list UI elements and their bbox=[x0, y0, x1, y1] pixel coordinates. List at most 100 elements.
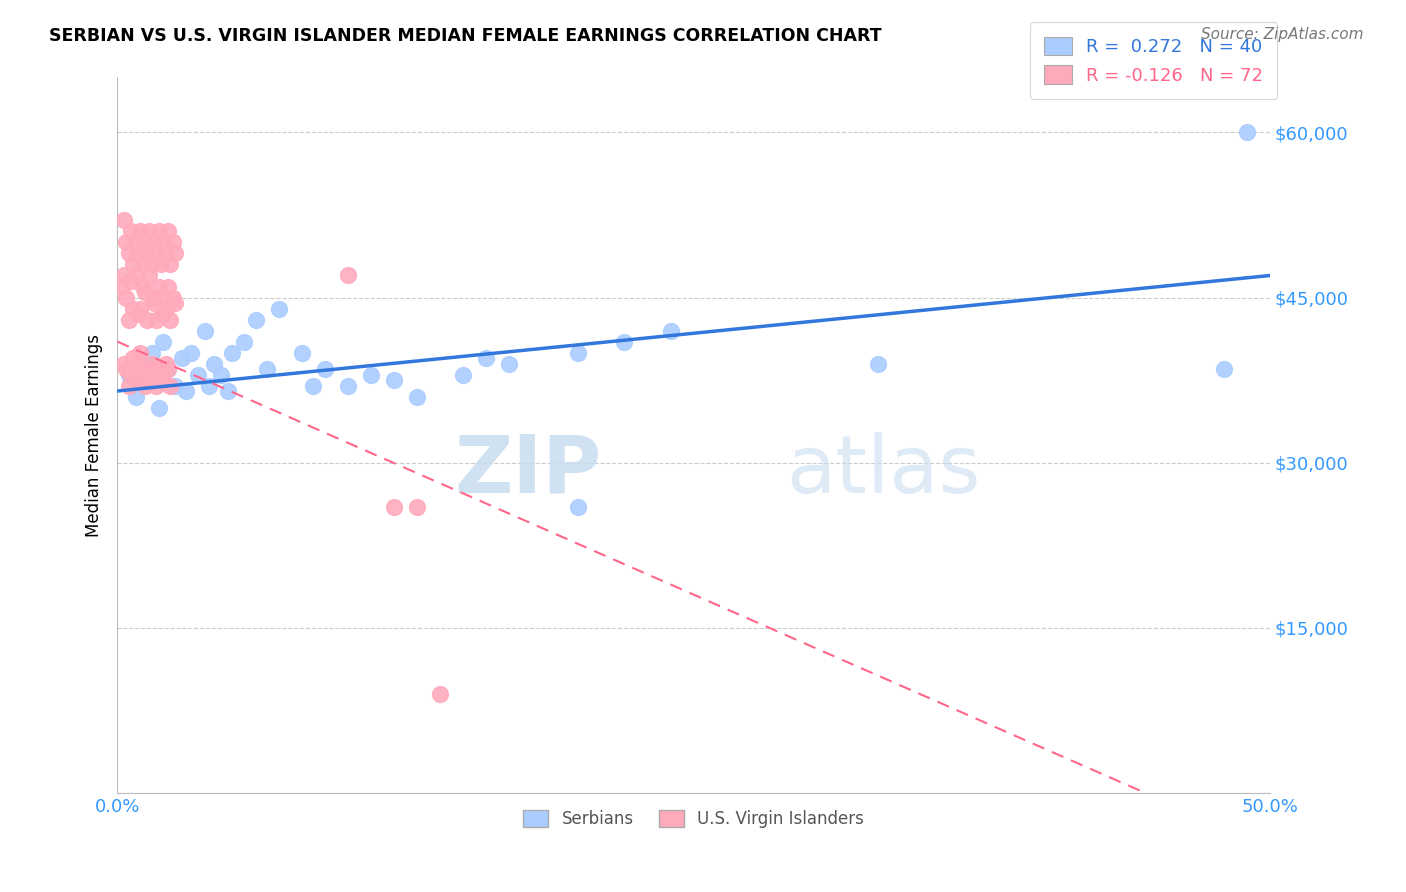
Point bbox=[163, 378, 186, 392]
Point bbox=[138, 373, 160, 387]
Point bbox=[127, 307, 149, 321]
Point bbox=[131, 258, 153, 272]
Point bbox=[209, 368, 232, 382]
Point bbox=[163, 296, 186, 310]
Point bbox=[202, 357, 225, 371]
Point bbox=[111, 279, 134, 293]
Point bbox=[148, 401, 170, 415]
Point bbox=[155, 246, 177, 260]
Point bbox=[129, 301, 152, 316]
Point bbox=[159, 258, 181, 272]
Point bbox=[115, 235, 138, 250]
Point bbox=[118, 246, 141, 260]
Point bbox=[118, 368, 141, 382]
Point bbox=[122, 351, 145, 365]
Point bbox=[136, 312, 159, 326]
Point bbox=[148, 225, 170, 239]
Point bbox=[451, 368, 474, 382]
Point bbox=[217, 384, 239, 398]
Point bbox=[155, 357, 177, 371]
Y-axis label: Median Female Earnings: Median Female Earnings bbox=[86, 334, 103, 537]
Point bbox=[152, 334, 174, 349]
Point bbox=[176, 384, 198, 398]
Point bbox=[170, 351, 193, 365]
Point bbox=[187, 368, 209, 382]
Point bbox=[129, 373, 152, 387]
Point bbox=[145, 378, 167, 392]
Point bbox=[360, 368, 382, 382]
Point bbox=[180, 345, 202, 359]
Point bbox=[148, 279, 170, 293]
Point bbox=[659, 324, 682, 338]
Point bbox=[429, 687, 451, 701]
Point bbox=[162, 235, 184, 250]
Point bbox=[122, 301, 145, 316]
Point bbox=[866, 357, 889, 371]
Point bbox=[152, 307, 174, 321]
Point bbox=[382, 373, 405, 387]
Point bbox=[136, 368, 159, 382]
Point bbox=[314, 362, 336, 376]
Point bbox=[613, 334, 636, 349]
Text: atlas: atlas bbox=[786, 432, 980, 510]
Point bbox=[152, 373, 174, 387]
Point bbox=[267, 301, 290, 316]
Text: ZIP: ZIP bbox=[454, 432, 602, 510]
Point bbox=[156, 279, 179, 293]
Text: Source: ZipAtlas.com: Source: ZipAtlas.com bbox=[1201, 27, 1364, 42]
Point bbox=[162, 291, 184, 305]
Point bbox=[134, 378, 156, 392]
Point bbox=[567, 500, 589, 514]
Point bbox=[141, 258, 163, 272]
Point bbox=[118, 312, 141, 326]
Point bbox=[145, 246, 167, 260]
Point bbox=[256, 362, 278, 376]
Point bbox=[156, 362, 179, 376]
Point bbox=[156, 362, 179, 376]
Point bbox=[156, 225, 179, 239]
Point bbox=[134, 235, 156, 250]
Point bbox=[141, 345, 163, 359]
Point bbox=[131, 279, 153, 293]
Point bbox=[115, 291, 138, 305]
Point bbox=[141, 291, 163, 305]
Point bbox=[194, 324, 217, 338]
Point bbox=[155, 301, 177, 316]
Point bbox=[150, 258, 173, 272]
Point bbox=[136, 246, 159, 260]
Point bbox=[302, 378, 325, 392]
Point bbox=[143, 296, 166, 310]
Point bbox=[131, 362, 153, 376]
Point bbox=[112, 213, 135, 227]
Point bbox=[1212, 362, 1234, 376]
Point bbox=[382, 500, 405, 514]
Point bbox=[127, 357, 149, 371]
Point bbox=[567, 345, 589, 359]
Point bbox=[124, 373, 146, 387]
Point bbox=[138, 225, 160, 239]
Point bbox=[127, 246, 149, 260]
Point bbox=[141, 357, 163, 371]
Point bbox=[1236, 125, 1258, 139]
Point bbox=[475, 351, 498, 365]
Point bbox=[291, 345, 314, 359]
Point bbox=[124, 235, 146, 250]
Point bbox=[152, 235, 174, 250]
Point bbox=[245, 312, 267, 326]
Point bbox=[112, 357, 135, 371]
Point bbox=[138, 268, 160, 283]
Point bbox=[150, 291, 173, 305]
Point bbox=[233, 334, 256, 349]
Point bbox=[336, 268, 359, 283]
Point bbox=[129, 345, 152, 359]
Point bbox=[118, 378, 141, 392]
Point bbox=[159, 378, 181, 392]
Point bbox=[112, 268, 135, 283]
Point bbox=[148, 362, 170, 376]
Point bbox=[143, 362, 166, 376]
Point bbox=[120, 368, 142, 382]
Point bbox=[198, 378, 221, 392]
Point bbox=[143, 235, 166, 250]
Point bbox=[163, 246, 186, 260]
Point bbox=[124, 390, 146, 404]
